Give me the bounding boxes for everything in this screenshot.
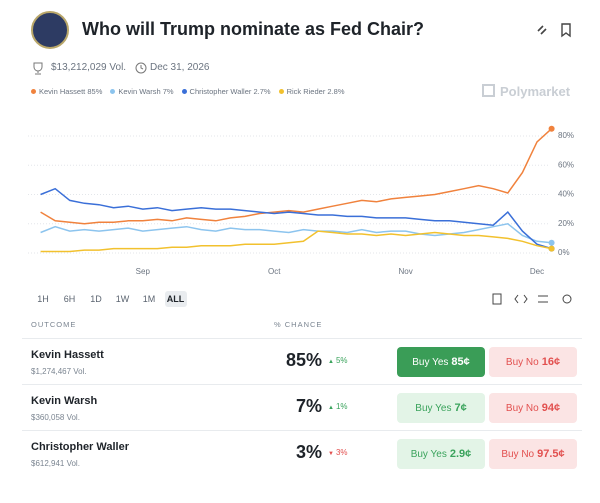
range-button[interactable]: 1M — [142, 294, 156, 304]
legend-item: Rick Rieder 2.8% — [278, 87, 345, 96]
y-tick-label: 40% — [558, 190, 574, 199]
legend-swatch — [31, 89, 36, 94]
buy-no-label: Buy No — [505, 356, 539, 368]
volume: $13,212,029 Vol. — [51, 62, 127, 73]
buy-yes-button[interactable]: Buy Yes 2.9¢ — [397, 439, 485, 469]
buy-yes-label: Buy Yes — [410, 448, 447, 460]
col-chance: % CHANCE — [274, 320, 323, 329]
link-icon[interactable] — [537, 25, 547, 35]
chance-change: ▼ 3% — [328, 448, 348, 457]
buy-no-price: 97.5¢ — [537, 448, 565, 460]
legend-swatch — [110, 89, 116, 94]
outcome-chance: 3% — [295, 442, 322, 462]
change-value: 1% — [335, 402, 348, 411]
chart-tools — [492, 293, 572, 305]
embed-icon[interactable] — [514, 294, 528, 304]
series-line — [40, 187, 552, 250]
change-arrow: ▲ — [328, 359, 334, 365]
outcome-row: Kevin Hassett $1,274,467 Vol. 85% ▲ 5% Buy Ye… — [22, 338, 582, 385]
range-button[interactable]: 1D — [90, 294, 102, 304]
change-value: 3% — [335, 448, 348, 457]
change-value: 5% — [335, 356, 348, 365]
outcome-chance: 7% — [295, 396, 322, 416]
change-arrow: ▼ — [328, 451, 334, 457]
outcome-volume: $612,941 Vol. — [31, 459, 80, 468]
series-line — [40, 230, 552, 253]
y-tick-label: 60% — [558, 160, 574, 169]
buy-no-label: Buy No — [505, 402, 539, 414]
legend-label: Kevin Warsh 7% — [118, 87, 174, 96]
y-tick-label: 20% — [558, 219, 574, 228]
end-dot — [548, 245, 555, 252]
range-button[interactable]: 6H — [63, 294, 76, 304]
buy-no-price: 94¢ — [541, 402, 561, 414]
outcome-name: Kevin Warsh — [31, 395, 98, 407]
brand: Polymarket — [482, 84, 570, 99]
range-button[interactable]: 1H — [37, 294, 49, 304]
buy-yes-label: Buy Yes — [412, 356, 449, 368]
buy-no-button[interactable]: Buy No 16¢ — [489, 347, 577, 377]
settings-icon[interactable] — [538, 295, 548, 303]
outcome-volume: $360,058 Vol. — [31, 413, 80, 422]
col-outcome: OUTCOME — [31, 320, 77, 329]
legend-item: Christopher Waller 2.7% — [181, 87, 271, 96]
legend-swatch — [181, 89, 187, 94]
bookmark-icon[interactable] — [561, 23, 571, 38]
buy-yes-button[interactable]: Buy Yes 85¢ — [397, 347, 485, 377]
buy-yes-price: 7¢ — [454, 402, 467, 414]
clock-icon — [135, 62, 147, 74]
x-tick-label: Nov — [398, 267, 412, 276]
chance-change: ▲ 1% — [328, 402, 348, 411]
chart: 0% 20% 40% 60% 80% Sep Oct Nov Dec — [28, 125, 574, 276]
trophy-icon — [33, 62, 43, 75]
end-date: Dec 31, 2026 — [150, 62, 210, 73]
legend-item: Kevin Hassett 85% — [31, 87, 102, 96]
brand-name: Polymarket — [500, 84, 571, 99]
legend: Kevin Hassett 85% Kevin Warsh 7% Christoph… — [31, 87, 345, 96]
outcome-row: Kevin Warsh $360,058 Vol. 7% ▲ 1% Buy Yes 7¢ Bu… — [22, 384, 582, 431]
title: Who will Trump nominate as Fed Chair? — [82, 19, 425, 39]
legend-label: Kevin Hassett 85% — [39, 87, 103, 96]
chance-change: ▲ 5% — [328, 356, 348, 365]
range-button[interactable]: 1W — [115, 294, 130, 304]
x-tick-label: Oct — [268, 267, 281, 276]
market-icon — [31, 11, 69, 49]
doc-icon[interactable] — [492, 293, 502, 305]
outcome-volume: $1,274,467 Vol. — [31, 367, 87, 376]
legend-item: Kevin Warsh 7% — [110, 87, 174, 96]
x-tick-label: Dec — [530, 267, 544, 276]
outcome-row: Christopher Waller $612,941 Vol. 3% ▼ 3% Buy … — [22, 430, 582, 477]
buy-yes-price: 85¢ — [451, 356, 470, 368]
series-line — [40, 222, 552, 244]
change-arrow: ▲ — [328, 405, 334, 411]
outcome-name: Kevin Hassett — [31, 349, 104, 361]
series-line — [40, 128, 553, 225]
buy-no-button[interactable]: Buy No 94¢ — [489, 393, 577, 423]
y-tick-label: 80% — [558, 131, 574, 140]
legend-label: Rick Rieder 2.8% — [286, 87, 345, 96]
buy-no-price: 16¢ — [541, 356, 561, 368]
range-button[interactable]: ALL — [164, 291, 187, 307]
x-tick-label: Sep — [136, 267, 151, 276]
outcome-chance: 85% — [285, 350, 322, 370]
y-tick-label: 0% — [558, 248, 570, 257]
legend-swatch — [278, 89, 284, 94]
buy-yes-label: Buy Yes — [415, 402, 452, 414]
end-dot — [548, 125, 555, 132]
buy-yes-button[interactable]: Buy Yes 7¢ — [397, 393, 485, 423]
buy-no-button[interactable]: Buy No 97.5¢ — [489, 439, 577, 469]
legend-label: Christopher Waller 2.7% — [189, 87, 271, 96]
buy-no-label: Buy No — [501, 448, 535, 460]
gear-icon[interactable] — [562, 294, 572, 304]
end-dot — [548, 239, 555, 246]
header-icons — [537, 23, 571, 38]
buy-yes-price: 2.9¢ — [449, 448, 472, 460]
outcome-name: Christopher Waller — [31, 441, 129, 453]
